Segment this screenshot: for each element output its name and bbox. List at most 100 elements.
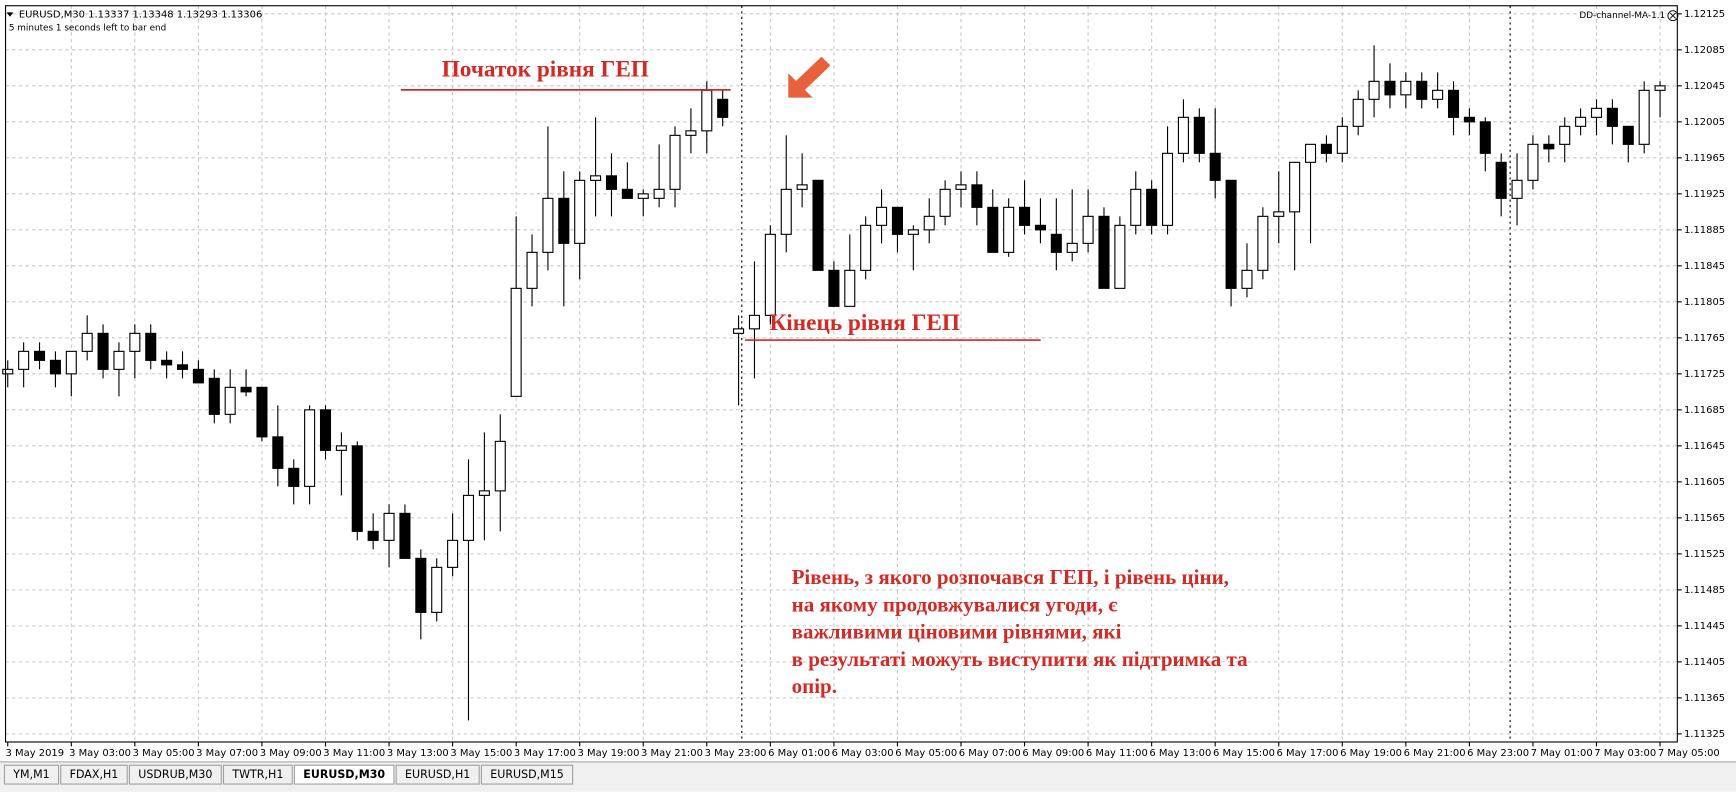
x-tick-label: 7 May 01:00 <box>1531 748 1593 759</box>
candle-body <box>208 377 220 415</box>
tab[interactable] <box>293 764 395 785</box>
tab-label[interactable]: EURUSD,H1 <box>405 768 470 781</box>
y-tick-label: 1.11445 <box>1684 621 1725 632</box>
candle-body <box>621 188 633 199</box>
x-tick-label: 7 May 05:00 <box>1658 748 1720 759</box>
candle-body <box>161 359 173 366</box>
chart-header: EURUSD,M30 1.13337 1.13348 1.13293 1.133… <box>19 10 262 21</box>
y-tick-label: 1.11765 <box>1684 333 1725 344</box>
x-tick-label: 3 May 15:00 <box>450 748 512 759</box>
tab-label[interactable]: EURUSD,M15 <box>490 768 564 781</box>
y-tick-label: 1.11805 <box>1684 297 1725 308</box>
x-tick-label: 6 May 21:00 <box>1404 748 1466 759</box>
candle-body <box>1606 107 1618 127</box>
y-tick-label: 1.11325 <box>1684 729 1725 740</box>
candle-body <box>1527 143 1539 181</box>
candle-body <box>1003 206 1015 253</box>
candle-body <box>304 409 316 487</box>
candle-body <box>1034 224 1046 231</box>
x-tick-label: 3 May 21:00 <box>641 748 703 759</box>
candle-body <box>1289 161 1301 213</box>
y-tick-label: 1.11885 <box>1684 225 1725 236</box>
candle-body <box>65 350 77 375</box>
candle-body <box>1050 233 1062 253</box>
candle-body <box>335 445 347 451</box>
candle-body <box>971 184 983 208</box>
tab[interactable] <box>60 764 128 785</box>
y-tick-label: 1.11365 <box>1684 693 1725 704</box>
candle-body <box>18 350 30 370</box>
candle-body <box>351 445 363 532</box>
tab[interactable] <box>128 764 222 785</box>
candle-body <box>462 494 475 541</box>
x-tick-label: 6 May 17:00 <box>1277 748 1339 759</box>
gap-end-label: Кінець рівня ГЕП <box>769 310 960 336</box>
candle-body <box>796 184 808 190</box>
candle-body <box>1432 89 1444 100</box>
x-tick-label: 6 May 03:00 <box>832 748 894 759</box>
candle-body <box>590 175 602 181</box>
x-tick-label: 3 May 11:00 <box>323 748 385 759</box>
y-tick-label: 1.12125 <box>1684 9 1725 20</box>
candle-body <box>1162 152 1174 226</box>
candle-body <box>860 224 872 271</box>
candle-body <box>876 206 888 226</box>
indicator-close[interactable] <box>1667 10 1679 22</box>
candle-body <box>1066 242 1078 253</box>
tab-label[interactable]: FDAX,H1 <box>70 768 119 781</box>
candle-body <box>33 350 46 361</box>
candle-body <box>494 440 506 492</box>
candle-body <box>129 332 141 352</box>
candle-body <box>685 130 697 136</box>
candle-body <box>510 287 522 397</box>
note: Рівень, з якого розпочався ГЕП, і рівень… <box>792 565 1249 698</box>
y-tick-label: 1.12045 <box>1684 81 1725 92</box>
candle-body <box>701 89 713 132</box>
x-tick-label: 6 May 11:00 <box>1086 748 1148 759</box>
candle-body <box>1320 143 1332 154</box>
indicator-name: DD-channel-MA-1.1 <box>1579 11 1665 21</box>
collapse-icon[interactable] <box>6 12 14 17</box>
tab-label[interactable]: YM,M1 <box>12 768 49 781</box>
candle-body <box>97 332 109 370</box>
x-tick-label: 6 May 01:00 <box>768 748 830 759</box>
candle-body <box>176 364 189 370</box>
y-tick-label: 1.11565 <box>1684 513 1725 524</box>
tab[interactable] <box>222 764 293 785</box>
candle-body <box>1654 85 1666 91</box>
x-tick-label: 3 May 03:00 <box>69 748 131 759</box>
candle-body <box>669 134 681 190</box>
x-tick-label: 3 May 2019 <box>6 748 65 759</box>
x-tick-label: 3 May 07:00 <box>196 748 258 759</box>
tab-label[interactable]: EURUSD,M30 <box>303 768 385 781</box>
candle-body <box>1447 89 1460 118</box>
x-tick-label: 3 May 05:00 <box>133 748 195 759</box>
candle-body <box>1193 116 1205 154</box>
candle-body <box>939 188 951 217</box>
x-tick-label: 6 May 07:00 <box>959 748 1021 759</box>
x-tick-label: 3 May 17:00 <box>514 748 576 759</box>
candle-body <box>1082 215 1094 244</box>
candle-body <box>955 184 967 190</box>
candle-body <box>923 215 935 231</box>
candle-body <box>907 229 919 235</box>
candle-body <box>1098 215 1110 289</box>
tab-label[interactable]: USDRUB,M30 <box>138 768 212 781</box>
candle-body <box>812 179 824 271</box>
note-line: важливими ціновими рівнями, які <box>792 620 1122 644</box>
y-tick-label: 1.12005 <box>1684 117 1725 128</box>
tab[interactable] <box>395 764 480 785</box>
x-tick-label: 3 May 09:00 <box>260 748 322 759</box>
tab-label[interactable]: TWTR,H1 <box>231 768 283 781</box>
y-tick-label: 1.12085 <box>1684 45 1725 56</box>
candle-body <box>748 314 760 330</box>
candle-body <box>81 332 93 352</box>
candle-body <box>605 175 618 190</box>
candle-body <box>987 206 999 253</box>
tab[interactable] <box>3 764 60 785</box>
tab[interactable] <box>480 764 574 785</box>
candle-body <box>1225 179 1237 289</box>
